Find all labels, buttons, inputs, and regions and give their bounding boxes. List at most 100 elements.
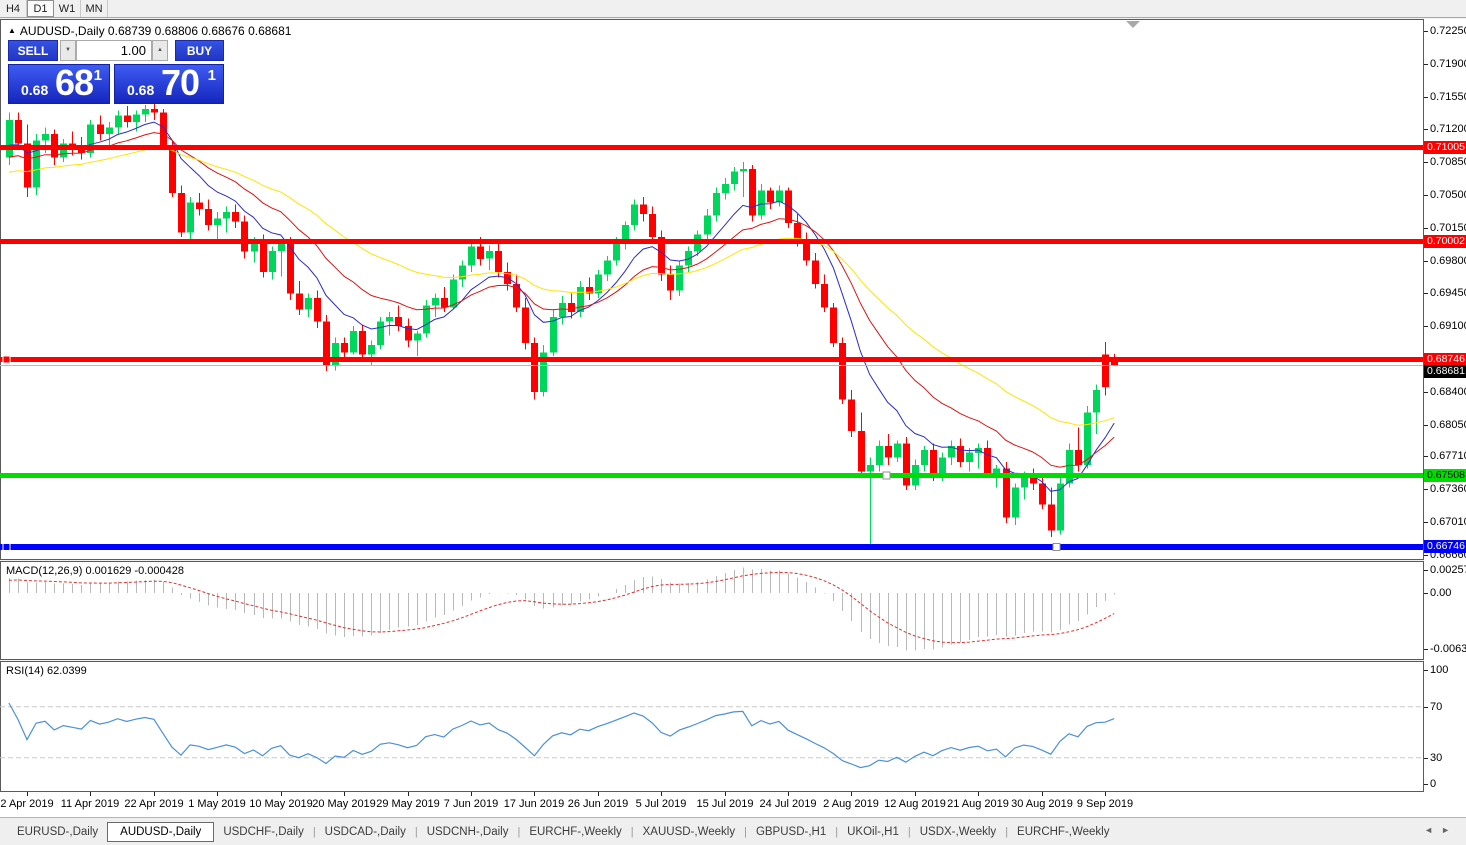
tab-scroll-right-icon[interactable]: ► [1441, 825, 1458, 835]
price-axis-label: 0.67710 [1430, 450, 1466, 463]
timeframe-button-h4[interactable]: H4 [0, 0, 27, 17]
horizontal-level-line-0.68746[interactable] [0, 356, 1423, 362]
price-axis-label: 0.70850 [1430, 156, 1466, 169]
date-axis-label: 21 Aug 2019 [947, 798, 1009, 810]
price-tick-mark [1424, 456, 1428, 458]
date-axis-label: 12 Aug 2019 [884, 798, 946, 810]
tab-scroll-left-icon[interactable]: ◄ [1424, 825, 1442, 835]
date-axis-label: 29 May 2019 [376, 798, 440, 810]
buy-price-pips: 70 [161, 62, 200, 103]
level-price-chip: 0.66746 [1424, 540, 1466, 554]
price-axis-label: 0.67360 [1430, 483, 1466, 496]
price-axis: 0.72250 0.71900 0.71550 0.71200 0.70850 0.705… [1424, 19, 1466, 792]
chart-tab-eurchf[interactable]: EURCHF-,Weekly [1017, 825, 1110, 838]
chart-tab-audusd[interactable]: AUDUSD-,Daily [107, 821, 215, 842]
sell-button[interactable]: SELL [8, 40, 58, 61]
date-tick-mark [471, 792, 472, 796]
timeframe-button-w1[interactable]: W1 [54, 0, 81, 17]
macd-histogram [9, 567, 1115, 651]
price-tick-mark [1424, 554, 1428, 556]
one-click-trading-panel: SELL ▼ ▲ BUY 0.68 68 1 0.68 70 1 [8, 40, 224, 104]
date-axis-label: 11 Apr 2019 [60, 798, 120, 810]
chart-tab-eurusd[interactable]: EURUSD-,Daily [17, 825, 99, 838]
date-tick-mark [788, 792, 789, 796]
price-chart-canvas[interactable] [0, 20, 1423, 560]
tab-scroll-arrows: ◄► [1424, 825, 1458, 835]
tab-separator: | [907, 825, 911, 838]
date-axis-label: 15 Jul 2019 [696, 798, 754, 810]
chart-shift-icon[interactable] [1126, 21, 1140, 28]
line-drag-handle[interactable] [2, 355, 11, 364]
horizontal-level-line-0.66746[interactable] [0, 543, 1423, 550]
chart-tab-ukoil[interactable]: UKOil-,H1 [847, 825, 899, 838]
buy-price-base: 0.68 [127, 82, 155, 98]
tab-separator: | [1005, 825, 1009, 838]
macd-axis-label: 0.002574 [1430, 564, 1466, 577]
price-tick-mark [1424, 522, 1428, 524]
date-tick-mark [851, 792, 852, 796]
date-axis-label: 22 Apr 2019 [124, 798, 184, 810]
candles [6, 104, 1118, 545]
price-axis-label: 0.69800 [1430, 254, 1466, 267]
line-drag-handle[interactable] [1052, 542, 1061, 551]
buy-price-panel[interactable]: 0.68 70 1 [114, 62, 224, 104]
tab-separator: | [630, 825, 634, 838]
price-tick-mark [1424, 63, 1428, 65]
tab-separator: | [414, 825, 418, 838]
date-tick-mark [90, 792, 91, 796]
level-price-chip: 0.68746 [1424, 352, 1466, 366]
horizontal-level-line-0.67508[interactable] [0, 472, 1423, 478]
line-drag-handle[interactable] [882, 471, 891, 480]
date-tick-mark [1105, 792, 1106, 796]
volume-increase-icon[interactable]: ▲ [152, 40, 168, 61]
chart-tab-usdcad[interactable]: USDCAD-,Daily [324, 825, 406, 838]
price-axis-label: 0.70500 [1430, 189, 1466, 201]
buy-price-point: 1 [207, 67, 216, 84]
macd-axis-label: -0.006326 [1430, 642, 1466, 655]
current-price-chip: 0.68681 [1424, 364, 1466, 378]
price-tick-mark [1424, 293, 1428, 295]
horizontal-level-line-0.71005[interactable] [0, 145, 1423, 151]
date-tick-mark [217, 792, 218, 796]
date-tick-mark [661, 792, 662, 796]
chart-tab-xauusd[interactable]: XAUUSD-,Weekly [642, 825, 736, 838]
chart-tab-gbpusd[interactable]: GBPUSD-,H1 [755, 825, 827, 838]
fast-ma-line [8, 121, 1115, 492]
date-tick-mark [1042, 792, 1043, 796]
rsi-axis-label: 30 [1430, 751, 1443, 764]
date-tick-mark [408, 792, 409, 796]
chart-tab-eurchf[interactable]: EURCHF-,Weekly [529, 825, 622, 838]
chart-title: ▲ AUDUSD-,Daily 0.68739 0.68806 0.68676 0… [8, 24, 291, 38]
chart-tab-usdx[interactable]: USDX-,Weekly [919, 825, 997, 838]
chart-tab-usdchf[interactable]: USDCHF-,Daily [223, 825, 304, 838]
date-axis-label: 24 Jul 2019 [759, 798, 817, 810]
tab-separator: | [517, 825, 521, 838]
timeframe-button-d1[interactable]: D1 [27, 0, 54, 17]
sell-price-panel[interactable]: 0.68 68 1 [8, 62, 110, 104]
macd-axis-label: 0.00 [1430, 587, 1452, 599]
timeframe-button-mn[interactable]: MN [81, 0, 108, 17]
price-tick-mark [1424, 706, 1428, 708]
chart-tab-usdcnh[interactable]: USDCNH-,Daily [426, 825, 509, 838]
price-tick-mark [1424, 670, 1428, 671]
horizontal-level-line-0.70002[interactable] [0, 239, 1423, 245]
price-tick-mark [1424, 570, 1428, 572]
sell-price-point: 1 [93, 67, 102, 84]
price-axis-label: 0.69100 [1430, 320, 1466, 333]
price-tick-mark [1424, 757, 1428, 759]
price-axis-label: 0.67010 [1430, 516, 1466, 529]
buy-button[interactable]: BUY [175, 40, 224, 61]
level-price-chip: 0.67508 [1424, 468, 1466, 482]
collapse-panel-icon[interactable]: ▲ [8, 26, 16, 35]
price-axis-label: 0.69450 [1430, 287, 1466, 300]
rsi-indicator-label: RSI(14) 62.0399 [6, 665, 87, 677]
rsi-axis-label: 100 [1430, 664, 1449, 676]
volume-decrease-icon[interactable]: ▼ [60, 40, 76, 61]
line-drag-handle[interactable] [2, 542, 11, 551]
volume-input[interactable] [76, 40, 152, 61]
price-axis-label: 0.68400 [1430, 385, 1466, 398]
macd-canvas [8, 567, 1115, 651]
price-tick-mark [1424, 593, 1428, 594]
date-tick-mark [915, 792, 916, 796]
date-axis: 2 Apr 2019 11 Apr 2019 22 Apr 2019 1 May 20… [0, 792, 1466, 817]
